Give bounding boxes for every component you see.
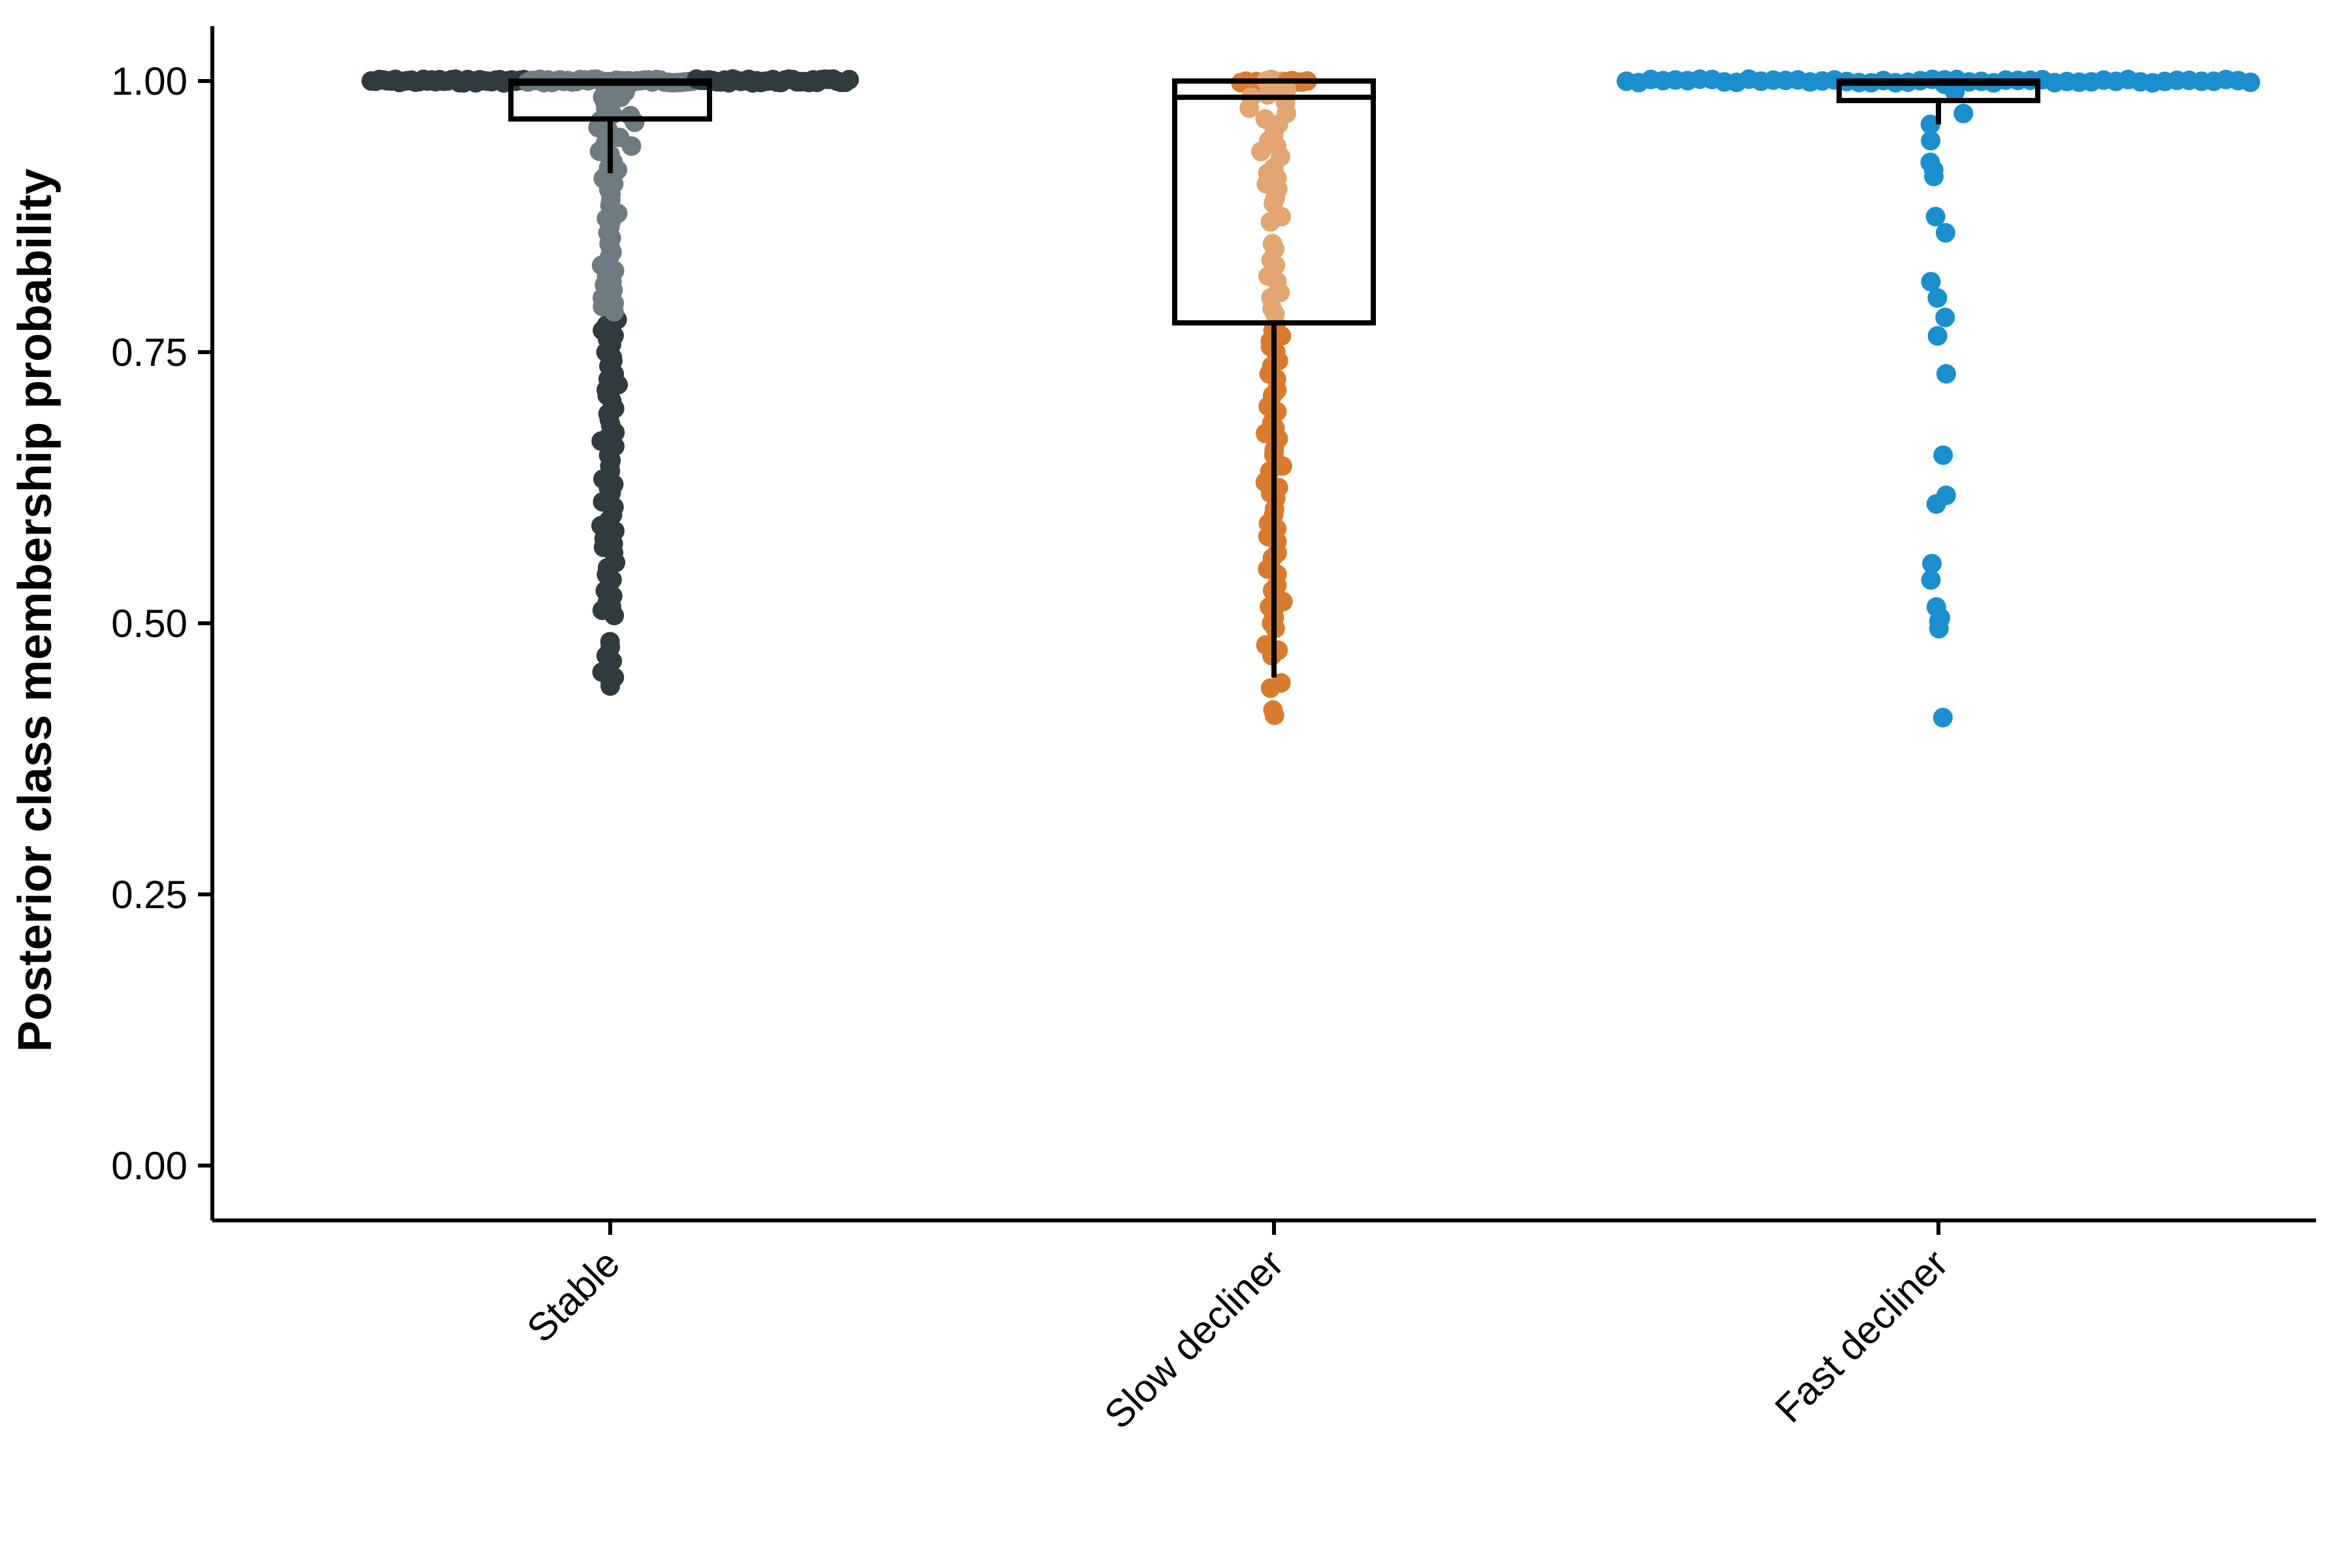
y-axis-title: Posterior class membership probability: [9, 169, 61, 1052]
y-tick-label: 1.00: [111, 59, 188, 103]
data-point: [593, 87, 613, 107]
data-point: [1953, 103, 1974, 123]
data-point: [602, 586, 623, 606]
data-point: [1260, 212, 1281, 232]
data-point: [1265, 304, 1285, 324]
data-point: [1933, 445, 1953, 465]
boxplot-1: [1172, 78, 1376, 678]
y-tick-label: 0.50: [111, 602, 188, 645]
data-points: [361, 69, 2261, 728]
data-point: [1261, 287, 1281, 308]
y-tick-label: 0.25: [111, 873, 188, 917]
data-point: [1936, 485, 1956, 506]
data-point: [1925, 206, 1946, 227]
data-point: [1920, 152, 1940, 172]
data-point: [1264, 705, 1284, 725]
boxplot-2: [1837, 78, 2040, 125]
data-point: [1927, 326, 1948, 346]
data-point: [1933, 708, 1953, 728]
x-axis-ticks: Stable Slow decliner Fast decliner: [519, 1220, 1956, 1437]
x-tick-label: Slow decliner: [1096, 1241, 1292, 1437]
data-point: [1267, 271, 1287, 291]
x-tick-label: Fast decliner: [1767, 1241, 1956, 1431]
series-2-points: [1616, 69, 2261, 728]
data-point: [1265, 239, 1285, 259]
data-point: [597, 558, 617, 578]
data-point: [600, 637, 621, 657]
data-point: [839, 69, 859, 90]
y-tick-label: 0.00: [111, 1144, 188, 1188]
data-point: [1935, 223, 1955, 243]
data-point: [1264, 163, 1284, 183]
data-point: [1936, 364, 1956, 384]
data-point: [1266, 255, 1286, 275]
data-point: [1921, 131, 1941, 151]
data-point: [1926, 597, 1946, 617]
boxplot-0: [508, 78, 712, 174]
data-point: [1268, 640, 1288, 661]
data-point: [1920, 114, 1940, 135]
y-tick-label: 0.75: [111, 331, 188, 374]
data-point: [1921, 570, 1941, 590]
data-point: [1935, 307, 1955, 327]
data-point: [620, 106, 640, 126]
data-point: [2240, 72, 2261, 92]
data-point: [615, 82, 635, 102]
data-point: [604, 667, 625, 687]
data-point: [1260, 678, 1281, 698]
y-axis-ticks: 0.00 0.25 0.50 0.75 1.00: [111, 59, 212, 1188]
data-point: [1921, 272, 1941, 292]
box-iqr: [1172, 78, 1376, 326]
data-point: [1921, 553, 1942, 574]
data-point: [1927, 288, 1948, 308]
data-point: [1260, 461, 1280, 482]
boxplots: [508, 78, 2040, 678]
x-tick-label: Stable: [519, 1241, 629, 1351]
